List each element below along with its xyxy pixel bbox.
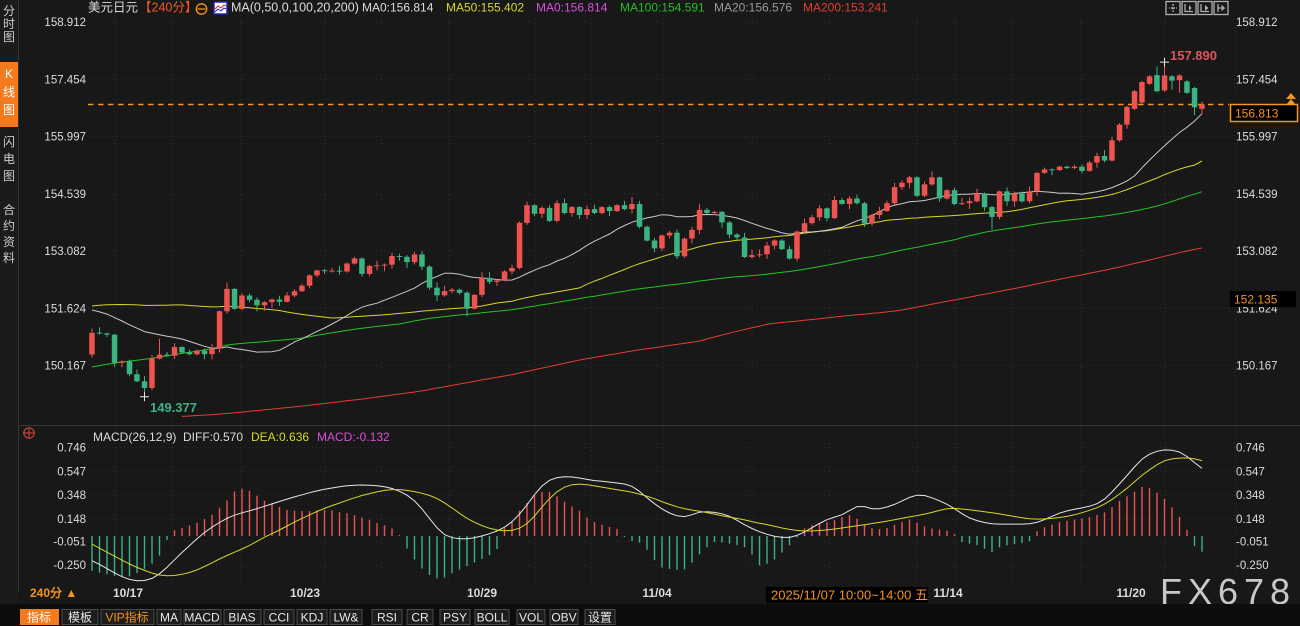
- svg-text:156.813: 156.813: [1235, 107, 1279, 121]
- svg-text:【240分】: 【240分】: [139, 1, 197, 15]
- svg-text:美元日元: 美元日元: [88, 1, 138, 15]
- svg-text:10/23: 10/23: [290, 586, 320, 600]
- svg-text:0.547: 0.547: [57, 466, 86, 478]
- svg-text:-0.051: -0.051: [1236, 536, 1269, 548]
- svg-text:MACD(26,12,9): MACD(26,12,9): [93, 430, 176, 444]
- svg-text:11/14: 11/14: [933, 586, 963, 600]
- svg-text:K: K: [5, 67, 13, 81]
- svg-text:149.377: 149.377: [150, 400, 197, 415]
- svg-text:CR: CR: [411, 611, 429, 625]
- svg-text:CCI: CCI: [269, 611, 290, 625]
- svg-text:11/04: 11/04: [642, 586, 672, 600]
- svg-text:155.997: 155.997: [44, 132, 86, 144]
- svg-text:MA0:156.814: MA0:156.814: [362, 1, 434, 15]
- svg-text:10/29: 10/29: [467, 586, 497, 600]
- svg-text:线: 线: [3, 85, 15, 99]
- svg-text:MA(0,50,0,100,20,200): MA(0,50,0,100,20,200): [231, 1, 359, 15]
- svg-text:时: 时: [3, 17, 15, 31]
- svg-text:158.912: 158.912: [44, 17, 86, 29]
- svg-text:MACD: MACD: [184, 611, 220, 625]
- svg-text:155.997: 155.997: [1236, 132, 1278, 144]
- svg-text:2025/11/07 10:00~14:00 五: 2025/11/07 10:00~14:00 五: [771, 588, 928, 603]
- svg-text:152.135: 152.135: [1234, 293, 1278, 307]
- svg-text:分: 分: [3, 4, 15, 18]
- svg-text:150.167: 150.167: [1236, 361, 1278, 373]
- svg-text:158.912: 158.912: [1236, 17, 1278, 29]
- svg-text:154.539: 154.539: [1236, 189, 1278, 201]
- svg-text:图: 图: [3, 103, 15, 117]
- svg-text:闪: 闪: [3, 135, 15, 149]
- svg-text:MA20:156.576: MA20:156.576: [714, 1, 792, 15]
- svg-text:合: 合: [3, 202, 15, 217]
- svg-text:0.148: 0.148: [1236, 514, 1265, 526]
- svg-text:-0.250: -0.250: [53, 560, 86, 572]
- svg-text:MA0:156.814: MA0:156.814: [536, 1, 608, 15]
- svg-text:VOL: VOL: [519, 611, 543, 625]
- svg-text:153.082: 153.082: [44, 246, 86, 258]
- svg-text:BOLL: BOLL: [477, 611, 508, 625]
- svg-text:图: 图: [3, 30, 15, 44]
- svg-text:OBV: OBV: [551, 611, 576, 625]
- svg-text:0.348: 0.348: [1236, 490, 1265, 502]
- svg-text:11/20: 11/20: [1116, 586, 1146, 600]
- svg-text:PSY: PSY: [443, 611, 467, 625]
- svg-text:0.547: 0.547: [1236, 466, 1265, 478]
- svg-text:资: 资: [3, 235, 15, 249]
- svg-text:MACD:-0.132: MACD:-0.132: [317, 430, 390, 444]
- svg-text:0.746: 0.746: [57, 443, 86, 455]
- svg-text:DEA:0.636: DEA:0.636: [251, 430, 309, 444]
- svg-text:约: 约: [3, 218, 15, 233]
- svg-text:图: 图: [3, 169, 15, 183]
- svg-text:-0.250: -0.250: [1236, 560, 1269, 572]
- svg-text:153.082: 153.082: [1236, 246, 1278, 258]
- svg-text:157.890: 157.890: [1170, 48, 1217, 63]
- svg-text:154.539: 154.539: [44, 189, 86, 201]
- svg-text:电: 电: [3, 152, 15, 166]
- svg-text:0.348: 0.348: [57, 490, 86, 502]
- svg-text:MA100:154.591: MA100:154.591: [620, 1, 705, 15]
- svg-text:MA50:155.402: MA50:155.402: [446, 1, 524, 15]
- svg-text:157.454: 157.454: [1236, 74, 1278, 86]
- svg-text:157.454: 157.454: [44, 74, 86, 86]
- svg-text:LW&: LW&: [333, 611, 358, 625]
- svg-text:-0.051: -0.051: [53, 536, 86, 548]
- svg-text:150.167: 150.167: [44, 361, 86, 373]
- svg-text:KDJ: KDJ: [301, 611, 324, 625]
- svg-text:0.746: 0.746: [1236, 443, 1265, 455]
- svg-text:10/17: 10/17: [113, 586, 143, 600]
- svg-text:MA: MA: [160, 611, 178, 625]
- svg-text:VIP指标: VIP指标: [105, 610, 148, 625]
- svg-text:240分 ▲: 240分 ▲: [30, 585, 77, 600]
- svg-text:模板: 模板: [68, 611, 92, 625]
- svg-text:BIAS: BIAS: [228, 611, 255, 625]
- svg-text:MA200:153.241: MA200:153.241: [803, 1, 888, 15]
- svg-text:料: 料: [3, 251, 15, 265]
- svg-text:设置: 设置: [588, 611, 612, 625]
- svg-text:151.624: 151.624: [44, 303, 86, 315]
- svg-text:指标: 指标: [27, 610, 51, 625]
- svg-text:0.148: 0.148: [57, 514, 86, 526]
- svg-text:RSI: RSI: [377, 611, 397, 625]
- svg-text:DIFF:0.570: DIFF:0.570: [183, 430, 243, 444]
